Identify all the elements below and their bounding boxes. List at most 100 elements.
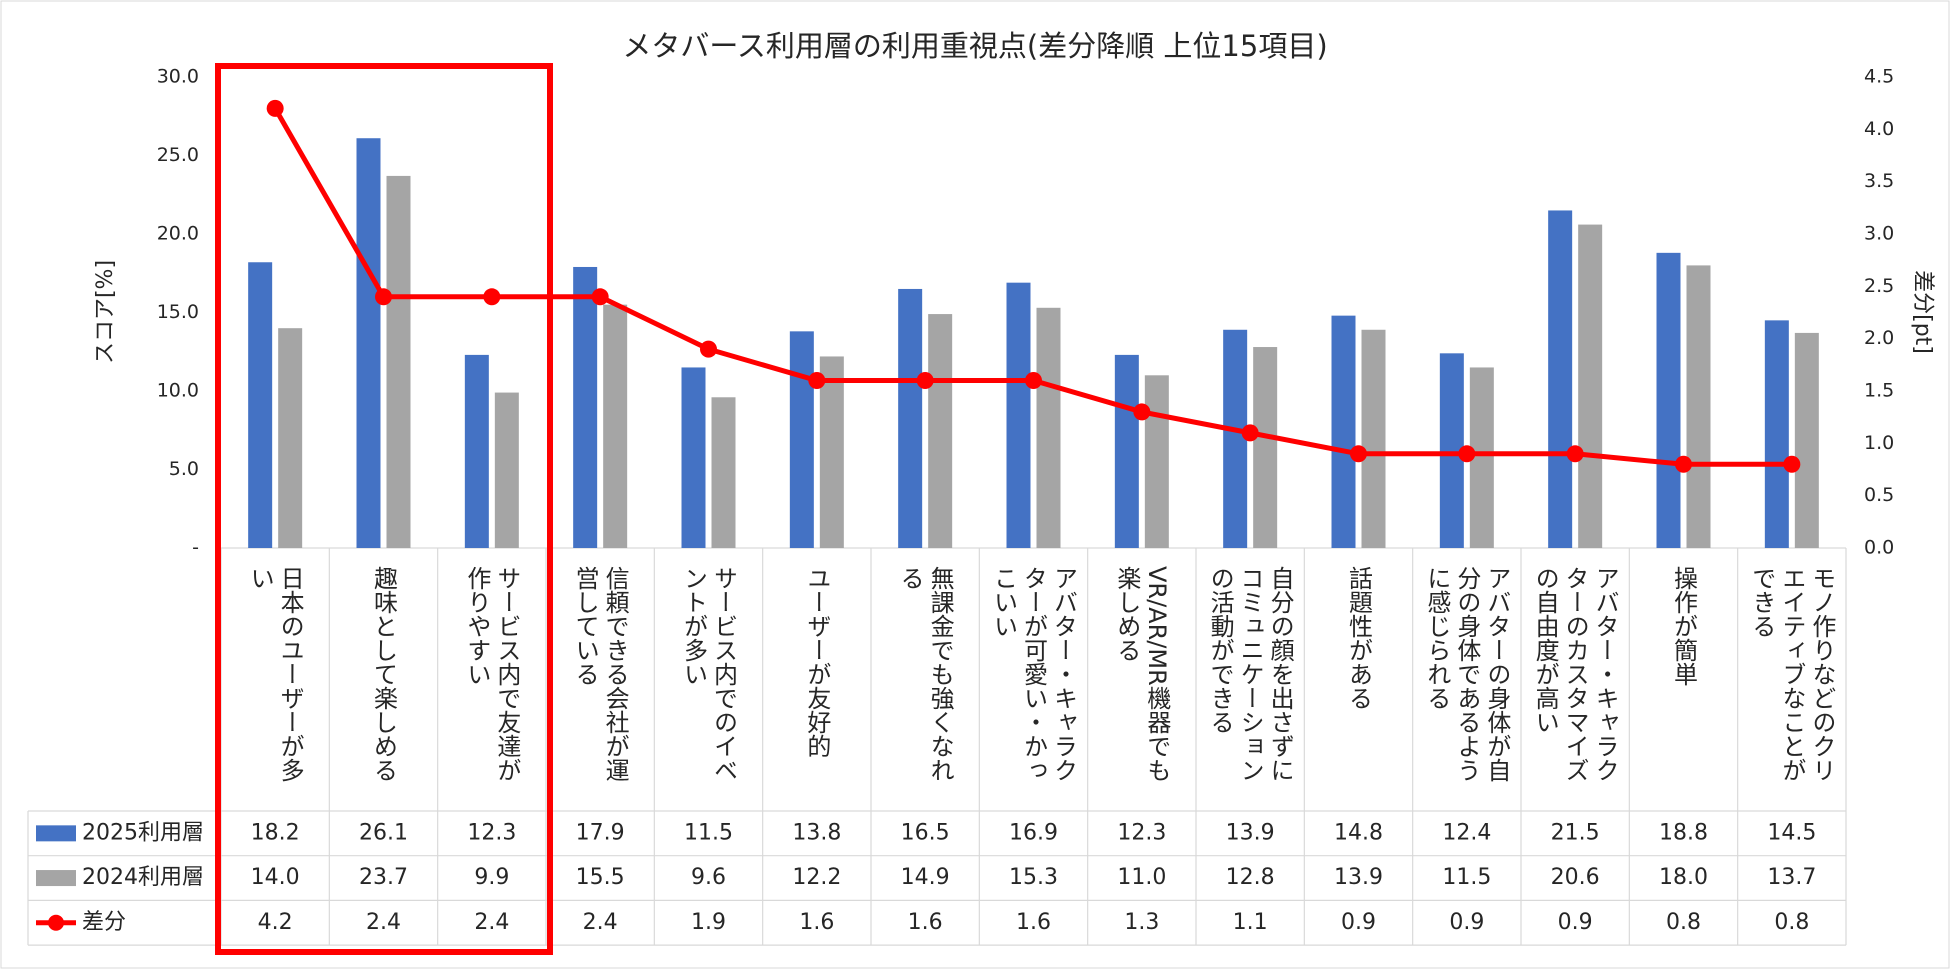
y2-tick-label: 4.5	[1864, 66, 1894, 88]
y2-tick-label: 3.0	[1864, 223, 1894, 245]
x-tick-label: 信頼できる会社が運営している	[571, 566, 630, 782]
bar	[681, 367, 706, 548]
table-value: 12.8	[1226, 865, 1275, 890]
legend-label: 2025利用層	[82, 820, 204, 845]
chart-title: メタバース利用層の利用重視点(差分降順 上位15項目)	[622, 29, 1327, 63]
x-tick-label: ユーザーが友好的	[802, 566, 831, 758]
y-tick-label: 25.0	[157, 144, 199, 166]
y-tick-label: 20.0	[157, 223, 199, 245]
y2-tick-label: 1.5	[1864, 380, 1894, 402]
bar	[1331, 315, 1356, 548]
table-value: 12.2	[792, 865, 841, 890]
y-tick-label: -	[192, 537, 199, 559]
table-value: 14.5	[1767, 820, 1816, 845]
bar	[1686, 265, 1711, 548]
line-marker	[1458, 445, 1476, 463]
x-tick-label-cell: 趣味として楽しめる	[329, 548, 437, 811]
line-marker	[1783, 455, 1801, 473]
x-tick-label: モノ作りなどのクリエイティブなことができる	[1747, 566, 1836, 782]
table-value: 12.3	[467, 820, 516, 845]
x-tick-label: アバター・キャラクターのカスタマイズの自由度が高い	[1531, 566, 1620, 782]
bar	[278, 328, 303, 548]
x-tick-label-cell: ユーザーが友好的	[763, 548, 871, 811]
line-marker	[591, 288, 609, 306]
bar	[1578, 224, 1603, 548]
table-value: 18.2	[251, 820, 300, 845]
x-tick-label: 無課金でも強くなれる	[896, 566, 955, 782]
table-value: 1.6	[799, 910, 834, 935]
bar	[573, 266, 598, 548]
bar	[494, 392, 519, 548]
line-marker	[1350, 445, 1367, 463]
table-value: 20.6	[1551, 865, 1600, 890]
legend-label: 差分	[82, 910, 126, 935]
table-value: 4.2	[258, 910, 293, 935]
x-tick-label-cell: 話題性がある	[1304, 548, 1412, 811]
x-tick-label: 自分の顔を出さずにコミュニケーションの活動ができる	[1206, 566, 1295, 782]
y-tick-label: 30.0	[157, 66, 199, 88]
table-value: 1.9	[691, 910, 726, 935]
table-value: 1.3	[1124, 910, 1159, 935]
x-tick-label: 趣味として楽しめる	[369, 566, 398, 782]
x-tick-label: 日本のユーザーが多い	[246, 566, 305, 782]
line-marker	[483, 288, 501, 306]
table-value: 0.8	[1666, 910, 1701, 935]
table-value: 0.8	[1774, 910, 1809, 935]
table-value: 21.5	[1551, 820, 1600, 845]
bar	[1144, 375, 1169, 548]
bar	[928, 314, 953, 548]
y2-tick-label: 0.0	[1864, 537, 1894, 559]
y-tick-label: 10.0	[157, 380, 199, 402]
line-marker	[1133, 403, 1151, 421]
line-marker	[1025, 372, 1042, 390]
table-value: 13.7	[1767, 865, 1816, 890]
table-value: 11.5	[684, 820, 733, 845]
bar	[1764, 320, 1789, 548]
table-value: 14.0	[251, 865, 300, 890]
x-tick-label-cell: VR/AR/MR機器でも楽しめる	[1088, 548, 1196, 811]
table-value: 16.9	[1009, 820, 1058, 845]
bar	[356, 138, 381, 549]
bar	[1794, 332, 1819, 548]
y2-axis-title: 差分[pt]	[1910, 270, 1935, 354]
bar	[1548, 210, 1573, 548]
table-value: 17.9	[576, 820, 625, 845]
y2-tick-label: 1.0	[1864, 432, 1894, 454]
x-tick-label-cell: アバターの身体が自分の身体であるように感じられる	[1413, 548, 1521, 811]
x-tick-label-cell: 信頼できる会社が運営している	[546, 548, 654, 811]
table-value: 2.4	[583, 910, 618, 935]
x-tick-label-cell: アバター・キャラクターが可愛い・かっこいい	[979, 548, 1087, 811]
bar	[711, 397, 736, 548]
x-tick-label-cell: サービス内で友達が作りやすい	[438, 548, 546, 811]
bar	[1223, 329, 1248, 548]
legend-label: 2024利用層	[82, 865, 204, 890]
table-value: 13.8	[792, 820, 841, 845]
bar	[1036, 307, 1061, 548]
table-value: 2.4	[474, 910, 509, 935]
bar	[789, 331, 814, 548]
bar	[1006, 282, 1031, 548]
x-tick-label-cell: 操作が簡単	[1629, 548, 1737, 811]
y2-tick-label: 2.5	[1864, 275, 1894, 297]
y2-tick-label: 0.5	[1864, 484, 1894, 506]
table-value: 1.6	[1016, 910, 1051, 935]
table-value: 13.9	[1226, 820, 1275, 845]
table-value: 14.9	[901, 865, 950, 890]
bar	[1656, 252, 1681, 548]
bar	[248, 262, 273, 548]
table-value: 11.0	[1117, 865, 1166, 890]
line-marker	[1675, 455, 1692, 473]
line-marker	[808, 372, 826, 390]
bar	[1114, 354, 1139, 548]
line-marker	[266, 99, 284, 117]
x-tick-label-cell: 自分の顔を出さずにコミュニケーションの活動ができる	[1196, 548, 1304, 811]
table-value: 23.7	[359, 865, 408, 890]
x-tick-label-cell: サービス内でのイベントが多い	[654, 548, 762, 811]
x-tick-label: 操作が簡単	[1669, 566, 1698, 686]
line-marker	[916, 372, 934, 390]
table-value: 16.5	[901, 820, 950, 845]
table-value: 1.1	[1233, 910, 1268, 935]
bar	[603, 304, 628, 548]
